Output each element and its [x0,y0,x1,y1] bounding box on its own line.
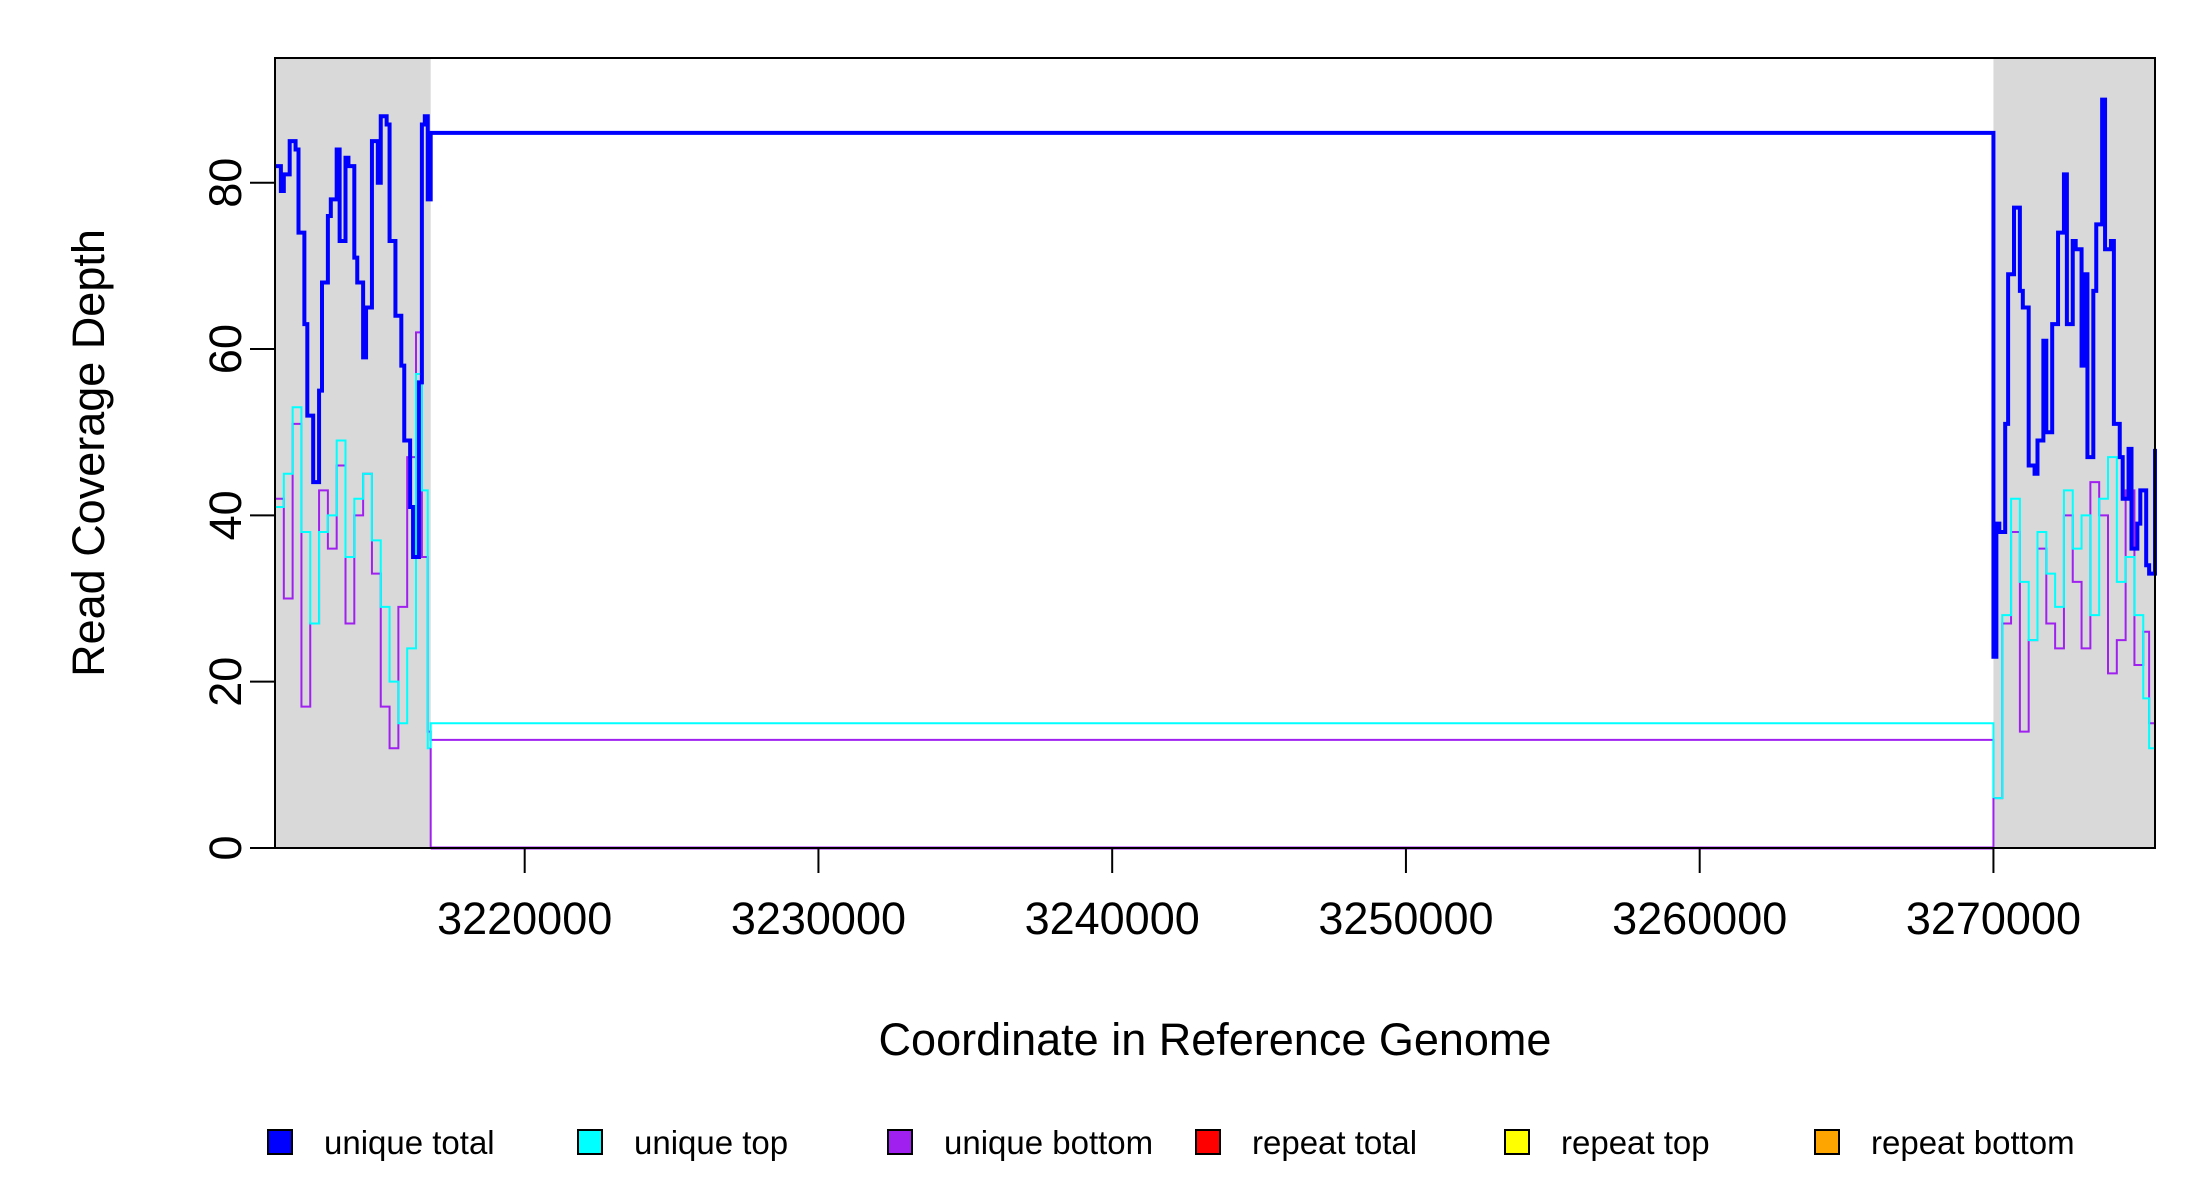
y-axis: 0 20 40 60 80 [200,158,275,861]
legend-swatch-repeat-top [1504,1129,1530,1155]
series-line-unique-bottom [275,331,2156,800]
y-axis-title: Read Coverage Depth [63,229,114,677]
legend-swatch-unique-top [577,1129,603,1155]
legend-swatch-repeat-bottom [1814,1129,1840,1155]
x-tick-label: 3240000 [1025,893,1200,944]
legend-swatch-repeat-total [1195,1129,1221,1155]
legend-swatch-unique-total [267,1129,293,1155]
shaded-regions [275,58,2155,848]
legend: unique total unique top unique bottom repea… [267,1124,2075,1161]
x-axis: 3220000 3230000 3240000 3250000 3260000 32700… [437,848,2081,944]
y-tick-label: 80 [200,158,251,208]
plot-frame [274,57,2156,849]
x-tick-label: 3260000 [1612,893,1787,944]
legend-label-repeat-bottom: repeat bottom [1871,1124,2075,1161]
y-tick-label: 20 [200,657,251,707]
y-tick-label: 60 [200,324,251,374]
x-tick-label: 3270000 [1906,893,2081,944]
legend-label-repeat-total: repeat total [1252,1124,1417,1161]
legend-label-unique-top: unique top [634,1124,788,1161]
legend-label-repeat-top: repeat top [1561,1124,1710,1161]
series-line-unique-total [275,97,2157,659]
x-tick-label: 3250000 [1318,893,1493,944]
legend-swatch-unique-bottom [887,1129,913,1155]
x-tick-label: 3220000 [437,893,612,944]
legend-label-unique-total: unique total [324,1124,495,1161]
series-line-unique-top [275,373,2156,800]
x-axis-title: Coordinate in Reference Genome [879,1014,1552,1065]
series-lines [275,97,2157,850]
y-tick-label: 40 [200,490,251,540]
y-tick-label: 0 [200,835,251,860]
legend-label-unique-bottom: unique bottom [944,1124,1153,1161]
x-tick-label: 3230000 [731,893,906,944]
